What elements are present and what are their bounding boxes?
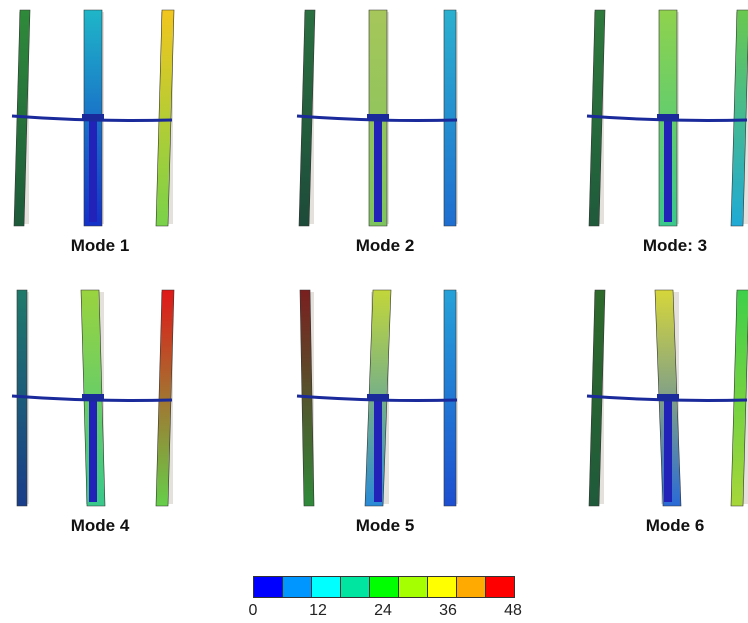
blade-3 xyxy=(443,289,457,507)
blade-strut xyxy=(296,394,458,402)
rotor-hub xyxy=(367,394,389,399)
mode-label-4: Mode 4 xyxy=(70,516,130,535)
legend-swatch-8 xyxy=(457,577,486,597)
mode-shape-drawing-4 xyxy=(11,289,175,507)
legend-tick-label: 12 xyxy=(309,602,327,619)
legend-swatch-9 xyxy=(486,577,514,597)
blade-strut xyxy=(11,114,173,122)
blade-3 xyxy=(443,9,457,227)
blade-strut xyxy=(586,114,748,122)
rotor-hub xyxy=(82,114,104,119)
legend-tick-label: 48 xyxy=(504,602,522,619)
tower-shaft xyxy=(374,396,382,502)
mode-panel-1: Mode 1 xyxy=(0,8,200,258)
mode-label-2: Mode 2 xyxy=(355,236,415,255)
tower-shaft xyxy=(374,116,382,222)
tower-shaft xyxy=(664,396,672,502)
mode-label-3: Mode: 3 xyxy=(642,236,708,255)
blade-3 xyxy=(155,289,175,507)
mode-shape-drawing-1 xyxy=(11,9,175,227)
legend-swatch-7 xyxy=(428,577,457,597)
mode-panel-6: Mode 6 xyxy=(575,288,748,538)
mode-panel-2: Mode 2 xyxy=(285,8,485,258)
rotor-hub xyxy=(657,114,679,119)
mode-shape-drawing-6 xyxy=(586,289,748,507)
blade-3 xyxy=(730,289,748,507)
mode-panel-3: Mode: 3 xyxy=(575,8,748,258)
mode-shape-drawing-3 xyxy=(586,9,748,227)
tower-shaft xyxy=(89,396,97,502)
rotor-hub xyxy=(367,114,389,119)
legend-swatch-6 xyxy=(399,577,428,597)
legend-tick-label: 0 xyxy=(248,602,258,619)
color-legend-bar xyxy=(253,576,515,598)
legend-swatch-1 xyxy=(254,577,283,597)
rotor-hub xyxy=(657,394,679,399)
blade-strut xyxy=(296,114,458,122)
tower-shaft xyxy=(89,116,97,222)
mode-label-6: Mode 6 xyxy=(645,516,705,535)
mode-label-5: Mode 5 xyxy=(355,516,415,535)
blade-strut xyxy=(11,394,173,402)
blade-3 xyxy=(730,9,748,227)
rotor-hub xyxy=(82,394,104,399)
legend-swatch-2 xyxy=(283,577,312,597)
mode-shape-drawing-2 xyxy=(296,9,458,227)
mode-shape-drawing-5 xyxy=(296,289,458,507)
blade-3 xyxy=(155,9,175,227)
legend-swatch-5 xyxy=(370,577,399,597)
mode-panel-4: Mode 4 xyxy=(0,288,200,538)
mode-label-1: Mode 1 xyxy=(70,236,130,255)
tower-shaft xyxy=(664,116,672,222)
blade-strut xyxy=(586,394,748,402)
legend-swatch-3 xyxy=(312,577,341,597)
legend-swatch-4 xyxy=(341,577,370,597)
mode-panel-5: Mode 5 xyxy=(285,288,485,538)
legend-tick-label: 24 xyxy=(374,602,392,619)
legend-tick-label: 36 xyxy=(439,602,457,619)
